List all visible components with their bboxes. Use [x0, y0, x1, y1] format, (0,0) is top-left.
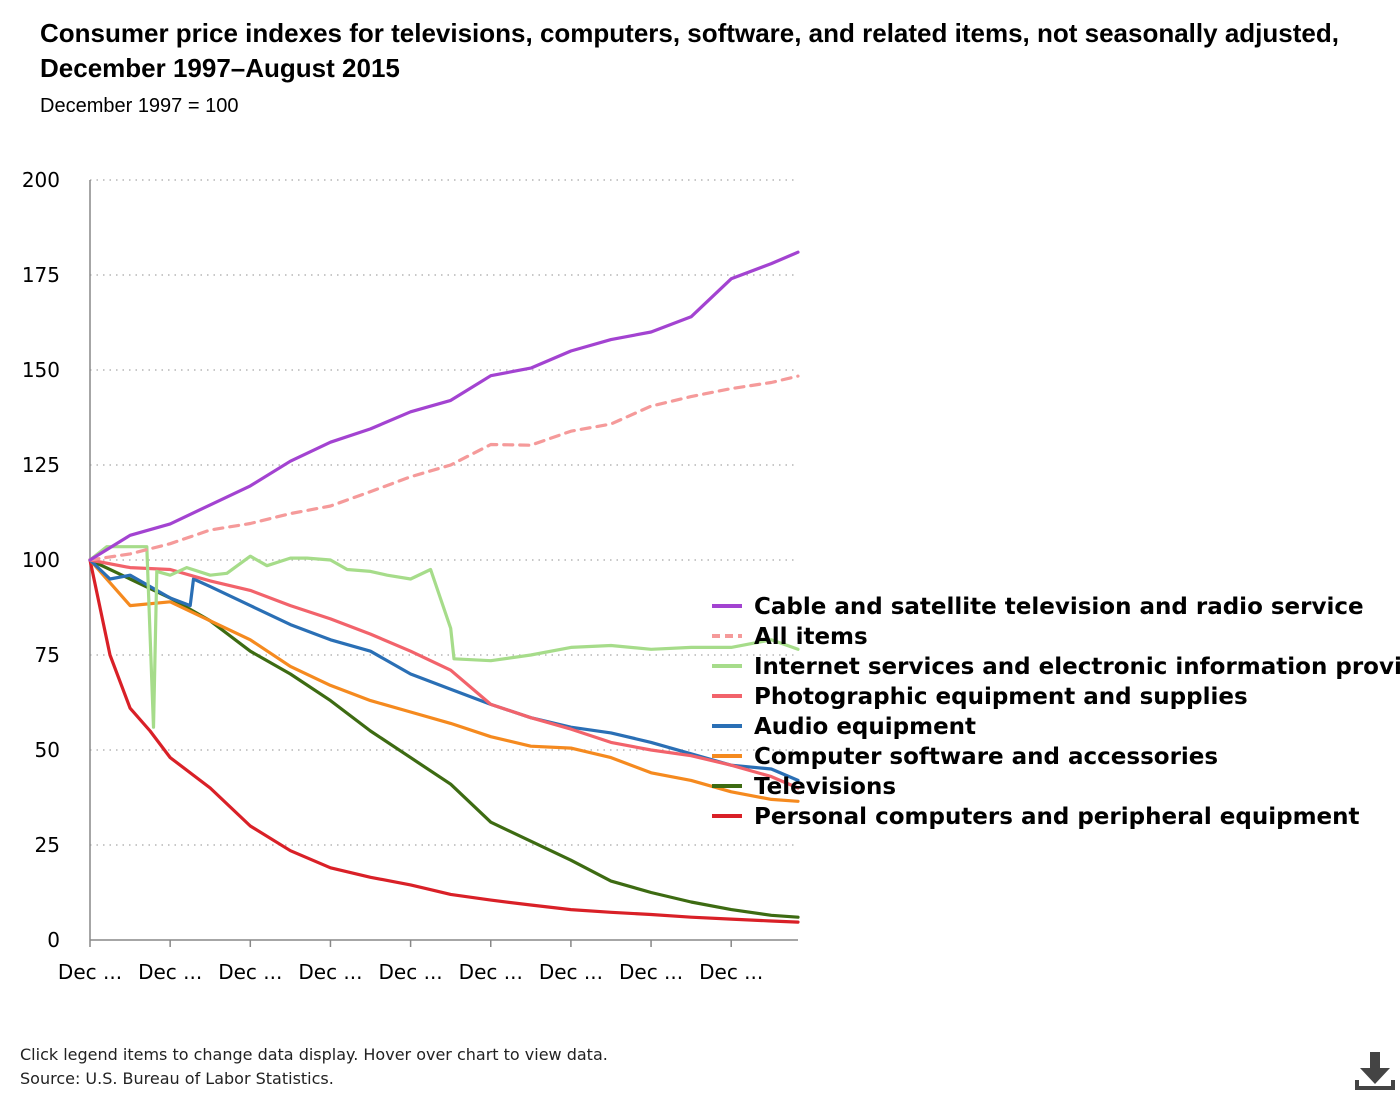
- legend-label[interactable]: Personal computers and peripheral equipm…: [754, 804, 1360, 830]
- series-line[interactable]: [88, 558, 800, 790]
- y-tick-label: 100: [22, 548, 60, 572]
- legend-item[interactable]: Audio equipment: [712, 714, 976, 740]
- series-line[interactable]: [88, 558, 800, 803]
- y-tick-label: 75: [35, 643, 60, 667]
- legend-item[interactable]: Televisions: [712, 774, 896, 800]
- x-tick-label: Dec ...: [218, 960, 282, 984]
- x-tick-label: Dec ...: [138, 960, 202, 984]
- legend-item[interactable]: Personal computers and peripheral equipm…: [712, 804, 1360, 830]
- footer: Click legend items to change data displa…: [20, 1043, 608, 1091]
- series-line[interactable]: [88, 250, 800, 562]
- legend[interactable]: Cable and satellite television and radio…: [712, 594, 1400, 830]
- legend-label[interactable]: Audio equipment: [754, 714, 976, 740]
- y-tick-label: 0: [47, 928, 60, 952]
- legend-label[interactable]: Photographic equipment and supplies: [754, 684, 1248, 710]
- legend-label[interactable]: Computer software and accessories: [754, 744, 1218, 770]
- legend-item[interactable]: Photographic equipment and supplies: [712, 684, 1248, 710]
- x-tick-label: Dec ...: [699, 960, 763, 984]
- series-line[interactable]: [88, 374, 800, 562]
- series-line[interactable]: [88, 545, 800, 729]
- x-tick-label: Dec ...: [58, 960, 122, 984]
- y-tick-label: 50: [35, 738, 60, 762]
- footer-instructions: Click legend items to change data displa…: [20, 1045, 608, 1064]
- y-tick-label: 175: [22, 263, 60, 287]
- chart-title: Consumer price indexes for televisions, …: [40, 18, 1339, 83]
- y-axis-tick-labels: 0 25 50 75 100 125 150 175 200: [22, 168, 60, 952]
- y-tick-label: 125: [22, 453, 60, 477]
- legend-label[interactable]: Cable and satellite television and radio…: [754, 594, 1364, 620]
- footer-source: Source: U.S. Bureau of Labor Statistics.: [20, 1069, 334, 1088]
- chart-subtitle: December 1997 = 100: [40, 95, 239, 117]
- legend-label[interactable]: All items: [754, 624, 868, 650]
- axes: [89, 180, 798, 947]
- x-axis-tick-labels: Dec ... Dec ... Dec ... Dec ... Dec ... Dec .…: [58, 960, 763, 984]
- download-icon[interactable]: [1350, 1050, 1400, 1096]
- y-tick-label: 200: [22, 168, 60, 192]
- series-line[interactable]: [88, 558, 800, 924]
- legend-item[interactable]: Computer software and accessories: [712, 744, 1218, 770]
- x-tick-label: Dec ...: [379, 960, 443, 984]
- y-tick-label: 25: [35, 833, 60, 857]
- x-tick-label: Dec ...: [619, 960, 683, 984]
- legend-label[interactable]: Internet services and electronic informa…: [754, 654, 1400, 680]
- series-lines[interactable]: [88, 250, 800, 924]
- y-tick-label: 150: [22, 358, 60, 382]
- series-line[interactable]: [88, 558, 800, 782]
- grid-lines: [90, 179, 798, 846]
- x-tick-label: Dec ...: [539, 960, 603, 984]
- x-tick-label: Dec ...: [459, 960, 523, 984]
- legend-label[interactable]: Televisions: [754, 774, 896, 800]
- legend-item[interactable]: All items: [712, 624, 868, 650]
- legend-item[interactable]: Internet services and electronic informa…: [712, 654, 1400, 680]
- x-tick-label: Dec ...: [298, 960, 362, 984]
- legend-item[interactable]: Cable and satellite television and radio…: [712, 594, 1364, 620]
